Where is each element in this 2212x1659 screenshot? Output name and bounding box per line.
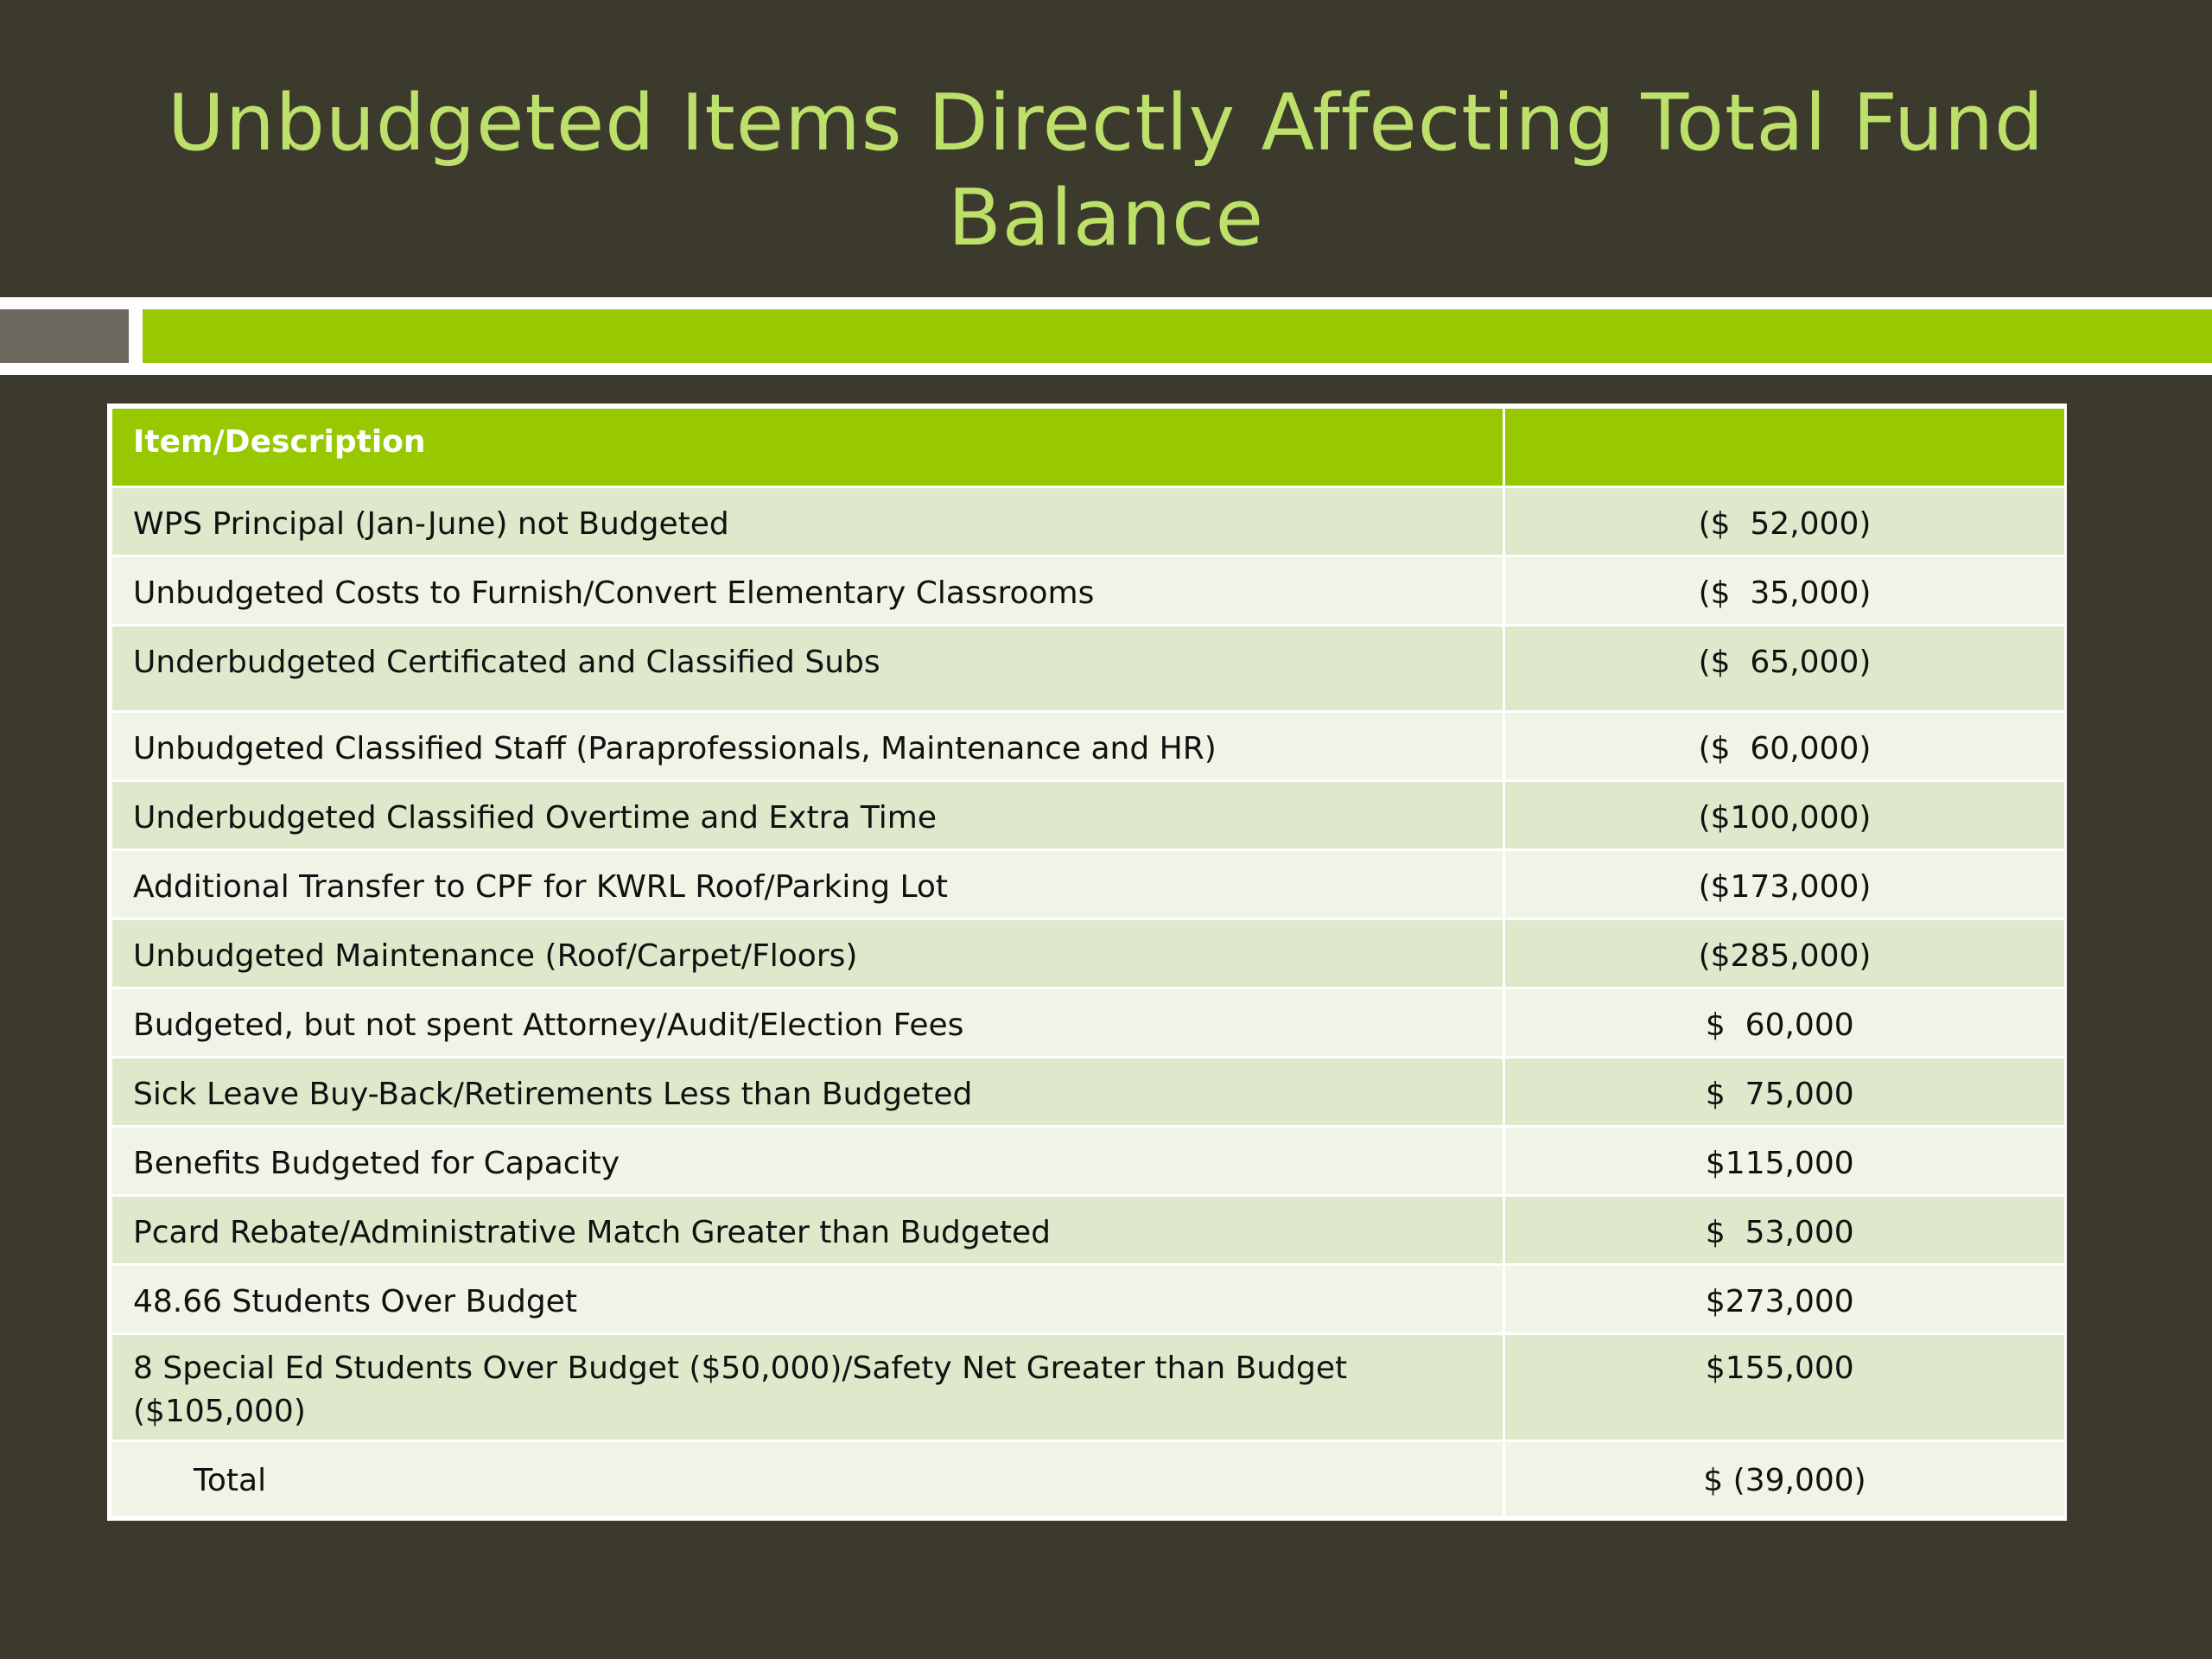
- row-amount: $ 53,000: [1503, 1194, 2067, 1266]
- table-row: Unbudgeted Maintenance (Roof/Carpet/Floo…: [110, 918, 2067, 989]
- row-description: Unbudgeted Classified Staff (Paraprofess…: [110, 710, 1505, 782]
- row-description: Pcard Rebate/Administrative Match Greate…: [110, 1194, 1505, 1266]
- row-description: Sick Leave Buy-Back/Retirements Less tha…: [110, 1056, 1505, 1128]
- fund-balance-table: Item/Description WPS Principal (Jan-June…: [107, 404, 2067, 1521]
- table-row: 48.66 Students Over Budget $273,000: [110, 1263, 2067, 1335]
- column-header-description: Item/Description: [110, 406, 1505, 488]
- row-description: Budgeted, but not spent Attorney/Audit/E…: [110, 987, 1505, 1058]
- table-row: Underbudgeted Certificated and Classifie…: [110, 624, 2067, 713]
- total-label: Total: [110, 1440, 1505, 1518]
- row-amount: $ 75,000: [1503, 1056, 2067, 1128]
- row-amount: ($100,000): [1503, 779, 2067, 851]
- row-description: 48.66 Students Over Budget: [110, 1263, 1505, 1335]
- row-amount: $ 60,000: [1503, 987, 2067, 1058]
- row-amount: $155,000: [1503, 1332, 2067, 1442]
- row-description: Unbudgeted Maintenance (Roof/Carpet/Floo…: [110, 918, 1505, 989]
- table-row: Unbudgeted Classified Staff (Paraprofess…: [110, 710, 2067, 782]
- row-amount: ($173,000): [1503, 849, 2067, 920]
- row-amount: ($ 52,000): [1503, 486, 2067, 557]
- table-row: Underbudgeted Classified Overtime and Ex…: [110, 779, 2067, 851]
- table-row: Budgeted, but not spent Attorney/Audit/E…: [110, 987, 2067, 1058]
- table-row: Pcard Rebate/Administrative Match Greate…: [110, 1194, 2067, 1266]
- table-row: WPS Principal (Jan-June) not Budgeted ($…: [110, 486, 2067, 557]
- divider-green-bar: [143, 309, 2212, 363]
- row-amount: ($ 65,000): [1503, 624, 2067, 713]
- column-header-amount: [1503, 406, 2067, 488]
- row-description: Unbudgeted Costs to Furnish/Convert Elem…: [110, 555, 1505, 626]
- table-row: 8 Special Ed Students Over Budget ($50,0…: [110, 1332, 2067, 1442]
- row-amount: $273,000: [1503, 1263, 2067, 1335]
- row-amount: ($ 35,000): [1503, 555, 2067, 626]
- row-description: Additional Transfer to CPF for KWRL Roof…: [110, 849, 1505, 920]
- row-amount: $115,000: [1503, 1125, 2067, 1197]
- total-row: Total $ (39,000): [110, 1440, 2067, 1518]
- table-row: Sick Leave Buy-Back/Retirements Less tha…: [110, 1056, 2067, 1128]
- table-row: Benefits Budgeted for Capacity $115,000: [110, 1125, 2067, 1197]
- divider-gray-block: [0, 309, 129, 363]
- row-amount: ($ 60,000): [1503, 710, 2067, 782]
- total-amount: $ (39,000): [1503, 1440, 2067, 1518]
- row-description: Underbudgeted Classified Overtime and Ex…: [110, 779, 1505, 851]
- row-description: Benefits Budgeted for Capacity: [110, 1125, 1505, 1197]
- row-description: WPS Principal (Jan-June) not Budgeted: [110, 486, 1505, 557]
- row-amount: ($285,000): [1503, 918, 2067, 989]
- row-description: 8 Special Ed Students Over Budget ($50,0…: [110, 1332, 1505, 1442]
- table-header-row: Item/Description: [110, 406, 2067, 488]
- row-description: Underbudgeted Certificated and Classifie…: [110, 624, 1505, 713]
- slide-title: Unbudgeted Items Directly Affecting Tota…: [167, 78, 2045, 264]
- table-row: Additional Transfer to CPF for KWRL Roof…: [110, 849, 2067, 920]
- table-row: Unbudgeted Costs to Furnish/Convert Elem…: [110, 555, 2067, 626]
